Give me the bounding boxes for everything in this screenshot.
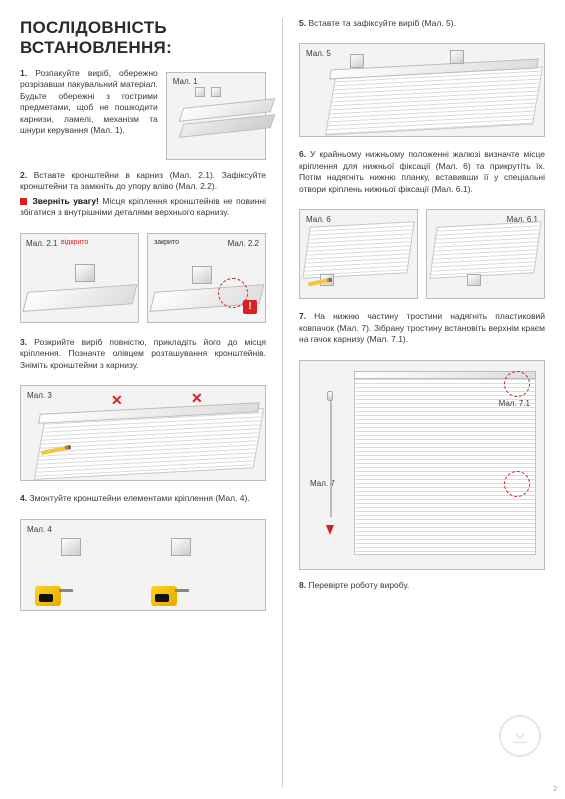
wand-cap: [327, 391, 333, 401]
step-6: 6. У крайньому нижньому положенні жалюзі…: [299, 149, 545, 195]
figure-3: Мал. 3 ✕ ✕: [20, 385, 266, 481]
step-5: 5. Вставте та зафіксуйте виріб (Мал. 5).: [299, 18, 545, 29]
figure-7-1-label: Мал. 7.1: [499, 399, 530, 408]
step-1-text: 1. Розпакуйте виріб, обережно розрізавши…: [20, 68, 158, 137]
x-mark-icon: ✕: [111, 392, 123, 409]
step-3-text: 3. Розкрийте виріб повністю, прикладіть …: [20, 337, 266, 371]
right-column: 5. Вставте та зафіксуйте виріб (Мал. 5).…: [299, 18, 545, 787]
figure-3-label: Мал. 3: [27, 391, 52, 400]
step-4-text: 4. Змонтуйте кронштейни елементами кріпл…: [20, 493, 266, 504]
column-divider: [282, 18, 283, 787]
highlight-circle: [504, 371, 530, 397]
figure-7: Мал. 7.1 Мал. 7: [299, 360, 545, 570]
bracket: [61, 538, 81, 556]
step-3: 3. Розкрийте виріб повністю, прикладіть …: [20, 337, 266, 371]
part-icon: [195, 87, 205, 97]
bracket: [450, 50, 464, 64]
tassel-icon: [326, 525, 334, 535]
figure-2-1: Мал. 2.1 відкрито: [20, 233, 139, 323]
label-close: закрито: [154, 239, 179, 246]
step-8-text: 8. Перевірте роботу виробу.: [299, 580, 545, 591]
bracket: [350, 54, 364, 68]
figure-4: Мал. 4: [20, 519, 266, 611]
figure-6-1: Мал. 6.1: [426, 209, 545, 299]
download-watermark-icon: [499, 715, 541, 757]
figure-1-label: Мал. 1: [173, 77, 198, 86]
page-title: ПОСЛІДОВНІСТЬ ВСТАНОВЛЕННЯ:: [20, 18, 266, 58]
step-2-text: 2. Вставте кронштейни в карниз (Мал. 2.1…: [20, 170, 266, 193]
label-open: відкрито: [61, 239, 88, 246]
bracket: [192, 266, 212, 284]
part-icon: [211, 87, 221, 97]
step-5-text: 5. Вставте та зафіксуйте виріб (Мал. 5).: [299, 18, 545, 29]
left-column: ПОСЛІДОВНІСТЬ ВСТАНОВЛЕННЯ: 1. Розпакуйт…: [20, 18, 266, 787]
step-4: 4. Змонтуйте кронштейни елементами кріпл…: [20, 493, 266, 504]
wand: [330, 397, 332, 517]
step-7-text: 7. На нижню частину тростини надягніть п…: [299, 311, 545, 345]
warning-icon: [20, 198, 27, 205]
figure-6-row: Мал. 6 Мал. 6.1: [299, 205, 545, 299]
figure-2-row: Мал. 2.1 відкрито закрито Мал. 2.2 !: [20, 229, 266, 323]
highlight-circle: [504, 471, 530, 497]
figure-1: Мал. 1: [166, 72, 266, 160]
step-1: 1. Розпакуйте виріб, обережно розрізавши…: [20, 68, 266, 160]
figure-5: Мал. 5: [299, 43, 545, 137]
bracket: [171, 538, 191, 556]
step-8: 8. Перевірте роботу виробу.: [299, 580, 545, 591]
figure-4-label: Мал. 4: [27, 525, 52, 534]
figure-2-2-label: Мал. 2.2: [228, 239, 259, 248]
figure-6-label: Мал. 6: [306, 215, 331, 224]
warning-badge: !: [243, 300, 257, 314]
drill-icon: [151, 578, 191, 606]
figure-6: Мал. 6: [299, 209, 418, 299]
bracket: [75, 264, 95, 282]
figure-5-label: Мал. 5: [306, 49, 331, 58]
step-2: 2. Вставте кронштейни в карниз (Мал. 2.1…: [20, 170, 266, 219]
step-6-text: 6. У крайньому нижньому положенні жалюзі…: [299, 149, 545, 195]
drill-icon: [35, 578, 75, 606]
blinds: [302, 222, 414, 280]
x-mark-icon: ✕: [191, 390, 203, 407]
step-7: 7. На нижню частину тростини надягніть п…: [299, 311, 545, 345]
figure-2-1-label: Мал. 2.1: [26, 239, 57, 248]
blinds: [429, 222, 541, 280]
lower-bracket: [467, 274, 481, 286]
figure-2-2: закрито Мал. 2.2 !: [147, 233, 266, 323]
page-number: 2: [553, 786, 557, 793]
step-2-warning: Зверніть увагу! Місця кріплення кронштей…: [20, 196, 266, 219]
rail: [23, 284, 138, 312]
page: ПОСЛІДОВНІСТЬ ВСТАНОВЛЕННЯ: 1. Розпакуйт…: [0, 0, 565, 799]
